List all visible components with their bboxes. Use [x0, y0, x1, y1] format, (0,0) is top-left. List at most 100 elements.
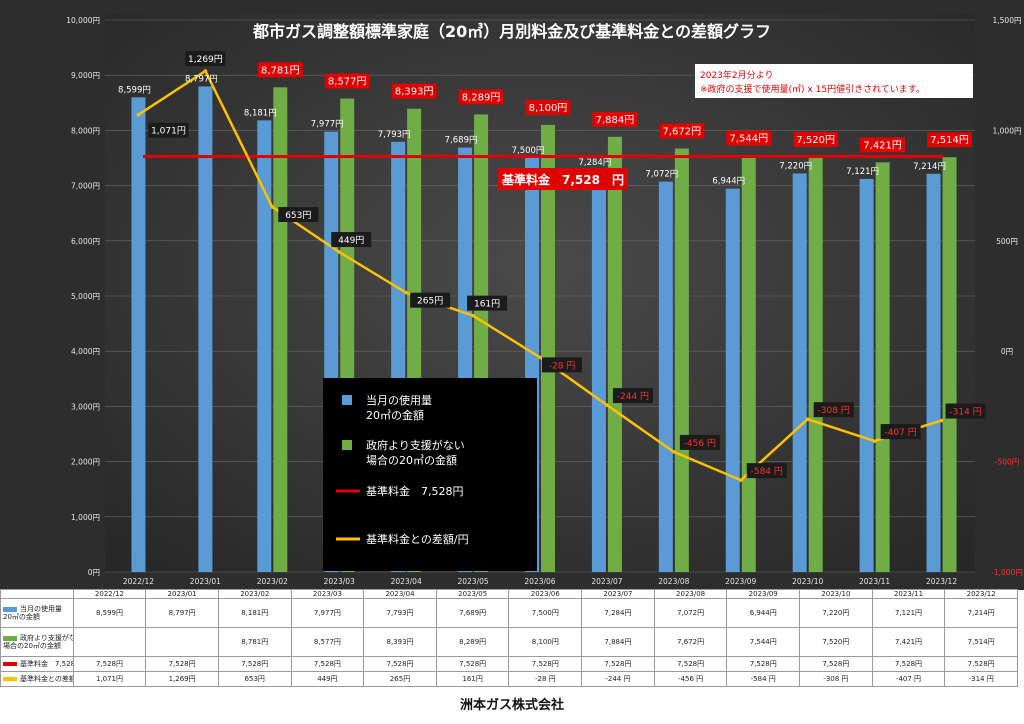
table-cell: 161円	[435, 671, 510, 687]
y-right-tick-label: -500円	[995, 458, 1020, 467]
bar-label-current-usage: 8,181円	[244, 108, 277, 118]
table-header-cell	[0, 589, 74, 599]
difference-label: -407 円	[880, 424, 921, 440]
y-left-tick-label: 3,000円	[71, 402, 100, 411]
table-cell: 8,599円	[72, 598, 147, 628]
base-fee-annotation-text: 基準料金 7,528 円	[501, 172, 624, 187]
bar-label-current-usage: 7,220円	[779, 161, 812, 171]
difference-point	[270, 205, 275, 209]
table-header-cell: 2023/12	[944, 589, 1018, 599]
table-cell: 6,944円	[726, 598, 801, 628]
table-cell: -314 円	[944, 671, 1018, 687]
table-cell: 8,100円	[508, 627, 583, 657]
table-header-cell: 2023/05	[435, 589, 510, 599]
table-cell: -308 円	[799, 671, 873, 687]
table-cell: 1,071円	[72, 671, 147, 687]
difference-label-text: -308 円	[818, 405, 850, 416]
difference-label-box	[148, 122, 189, 138]
difference-point	[805, 417, 810, 422]
difference-label: 653円	[278, 207, 319, 223]
data-table: 2022/12 2023/01 2023/02 2023/03 2023/04 2023/…	[0, 589, 1018, 687]
bar-label-no-subsidy: 7,884円	[592, 111, 638, 127]
table-header-cell: 2023/10	[799, 589, 873, 599]
bar-label-current-usage: 7,793円	[378, 130, 411, 140]
bar-current-usage	[131, 97, 146, 572]
difference-label: -584 円	[746, 463, 787, 479]
legend-label: 場合の20㎥の金額	[366, 453, 457, 467]
bar-label-no-subsidy-text: 8,577円	[328, 77, 367, 88]
difference-label-text: 653円	[285, 210, 311, 221]
x-tick-label: 2023/07	[591, 577, 622, 586]
bar-label-box	[257, 62, 303, 78]
difference-label: 449円	[331, 232, 372, 248]
table-cell: -584 円	[726, 671, 801, 687]
x-tick-label: 2023/06	[524, 577, 555, 586]
x-tick-label: 2023/11	[859, 577, 890, 586]
table-header-cell: 2023/06	[508, 589, 583, 599]
difference-point	[939, 418, 944, 423]
x-tick-label: 2023/08	[658, 577, 689, 586]
bar-label-no-subsidy-text: 7,421円	[863, 140, 902, 151]
bar-current-usage	[257, 120, 272, 572]
bar-label-current-usage: 7,284円	[579, 158, 612, 168]
y-left-tick-label: 4,000円	[71, 347, 100, 356]
table-row: 当月の使用量 20㎥の金額 8,599円 8,797円 8,181円 7,977円 7,79…	[0, 598, 1018, 628]
difference-label-box	[612, 388, 653, 404]
bar-label-box	[726, 130, 772, 146]
table-row: 基準料金との差額/円1,071円1,269円653円449円265円161円-2…	[0, 671, 1018, 687]
table-header-cell: 2023/11	[871, 589, 946, 599]
table-cell: 7,528円	[871, 656, 946, 672]
y-left-tick-label: 0円	[88, 568, 100, 577]
bar-no-subsidy	[741, 155, 756, 572]
x-tick-label: 2023/01	[190, 577, 221, 586]
table-row-swatch	[3, 677, 17, 681]
difference-label: 1,071円	[148, 122, 189, 138]
bar-label-current-usage: 7,072円	[645, 170, 678, 180]
table-cell: 7,214円	[944, 598, 1018, 628]
difference-label-box	[679, 434, 720, 450]
table-cell: 7,528円	[435, 656, 510, 672]
table-cell: 7,528円	[508, 656, 583, 672]
table-cell: 265円	[363, 671, 437, 687]
bar-label-no-subsidy-text: 7,672円	[663, 127, 702, 138]
bar-label-no-subsidy-text: 8,781円	[261, 65, 300, 76]
bar-current-usage	[658, 181, 673, 572]
difference-label-box	[185, 51, 226, 67]
difference-label-text: -244 円	[617, 391, 649, 402]
y-left-tick-label: 2,000円	[71, 458, 100, 467]
table-cell: 7,421円	[871, 627, 946, 657]
bar-no-subsidy	[942, 157, 957, 572]
difference-label-box	[278, 207, 319, 223]
y-right-tick-label: 0円	[1001, 347, 1013, 356]
difference-label-text: 1,269円	[188, 54, 223, 65]
x-tick-label: 2022/12	[123, 577, 154, 586]
x-tick-label: 2023/03	[324, 577, 355, 586]
table-cell: 7,220円	[799, 598, 873, 628]
difference-label-text: 265円	[417, 296, 443, 307]
difference-label-text: -28 円	[549, 360, 576, 371]
table-cell: 8,781円	[217, 627, 292, 657]
table-row-label: 基準料金 7,528円	[0, 656, 74, 672]
bar-label-box	[793, 131, 839, 147]
table-header-cell: 2023/08	[653, 589, 728, 599]
difference-point	[538, 355, 542, 360]
table-cell: 8,181円	[217, 598, 292, 628]
y-right-tick-label: -1,000円	[991, 568, 1023, 577]
table-row: 基準料金 7,528円7,528円7,528円7,528円7,528円7,528…	[0, 656, 1018, 672]
legend-label: 当月の使用量	[366, 393, 432, 407]
difference-label-text: 1,071円	[151, 126, 186, 137]
bar-label-current-usage: 7,689円	[445, 136, 478, 146]
difference-label-text: 449円	[338, 235, 364, 246]
table-cell: 8,797円	[145, 598, 219, 628]
y-left-tick-label: 1,000円	[71, 513, 100, 522]
bar-label-box	[391, 83, 437, 99]
difference-label-box	[945, 403, 986, 419]
difference-point	[872, 439, 877, 443]
legend-item: 基準料金 7,528円	[336, 484, 464, 498]
table-cell: 8,393円	[363, 627, 437, 657]
table-cell: 7,528円	[363, 656, 437, 672]
table-header-cell: 2023/03	[290, 589, 365, 599]
bar-label-no-subsidy: 8,289円	[458, 89, 504, 105]
